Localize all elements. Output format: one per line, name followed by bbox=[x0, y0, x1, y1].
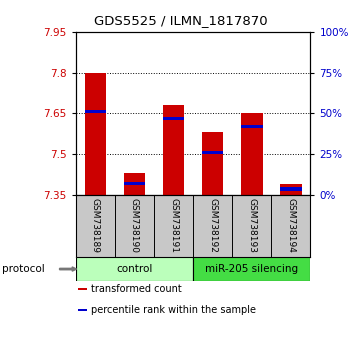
Bar bbox=[84, 110, 106, 113]
Bar bbox=[280, 187, 302, 191]
Bar bbox=[280, 184, 302, 195]
Text: control: control bbox=[116, 264, 153, 274]
Bar bbox=[202, 132, 223, 195]
Bar bbox=[84, 73, 106, 195]
Text: GSM738193: GSM738193 bbox=[247, 198, 256, 253]
Bar bbox=[193, 257, 310, 281]
Bar bbox=[124, 182, 145, 185]
Text: GSM738192: GSM738192 bbox=[208, 198, 217, 253]
Text: transformed count: transformed count bbox=[91, 284, 182, 294]
Bar bbox=[78, 288, 87, 290]
Bar bbox=[241, 113, 262, 195]
Bar bbox=[124, 173, 145, 195]
Text: GSM738189: GSM738189 bbox=[91, 198, 100, 253]
Text: protocol: protocol bbox=[2, 264, 44, 274]
Bar bbox=[78, 309, 87, 311]
Bar bbox=[76, 257, 193, 281]
Text: GSM738191: GSM738191 bbox=[169, 198, 178, 253]
Text: GSM738190: GSM738190 bbox=[130, 198, 139, 253]
Bar bbox=[241, 125, 262, 128]
Bar bbox=[163, 117, 184, 120]
Bar bbox=[202, 151, 223, 154]
Text: GSM738194: GSM738194 bbox=[286, 198, 295, 253]
Bar bbox=[163, 105, 184, 195]
Text: percentile rank within the sample: percentile rank within the sample bbox=[91, 305, 256, 315]
Text: GDS5525 / ILMN_1817870: GDS5525 / ILMN_1817870 bbox=[94, 14, 267, 27]
Text: miR-205 silencing: miR-205 silencing bbox=[205, 264, 298, 274]
